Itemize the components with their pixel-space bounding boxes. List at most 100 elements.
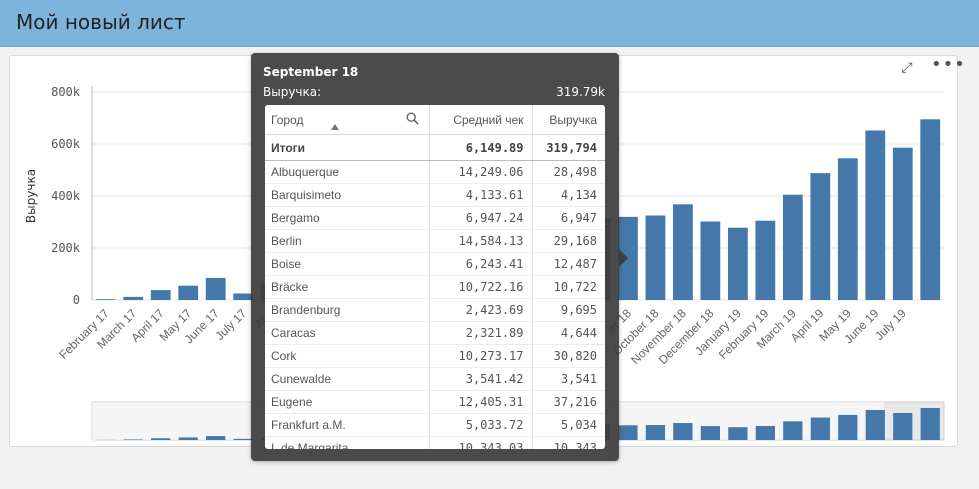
cell-revenue: 37,216 (532, 390, 605, 414)
y-tick-label: 600k (51, 137, 81, 151)
cell-revenue: 29,168 (532, 229, 605, 253)
bar-october-18[interactable] (645, 215, 666, 301)
cell-city: Frankfurt a.M. (265, 413, 430, 437)
navigator-bar (178, 437, 198, 440)
tooltip-measure-value: 319.79k (556, 85, 605, 99)
table-row[interactable]: Boise 6,243.41 12,487 (265, 252, 605, 276)
tooltip-measure-label: Выручка: (263, 85, 322, 99)
table-row[interactable]: Caracas 2,321.89 4,644 (265, 321, 605, 345)
cell-city: Boise (265, 252, 430, 276)
cell-avg-check: 5,033.72 (429, 413, 533, 437)
bar-august-19[interactable] (920, 119, 941, 300)
totals-avg-check: 6,149.89 (429, 134, 533, 161)
navigator-bar (920, 408, 940, 440)
y-tick-label: 200k (51, 241, 81, 255)
totals-revenue: 319,794 (532, 134, 605, 161)
cell-revenue: 4,134 (532, 183, 605, 207)
bar-november-18[interactable] (673, 204, 693, 300)
cell-avg-check: 2,321.89 (429, 321, 533, 345)
bar-june-19[interactable] (865, 130, 886, 300)
table-row[interactable]: Cunewalde 3,541.42 3,541 (265, 367, 605, 391)
bar-may-17[interactable] (178, 285, 199, 300)
cell-city: Brandenburg (265, 298, 430, 322)
table-row[interactable]: Albuquerque 14,249.06 28,498 (265, 160, 605, 184)
bar-january-19[interactable] (727, 227, 748, 300)
y-tick-label: 400k (51, 189, 81, 203)
bar-march-17[interactable] (123, 296, 144, 300)
bar-june-17[interactable] (205, 277, 226, 300)
tooltip-table-container[interactable]: Город Средний чек Выручка Итоги 6,149.89 (265, 105, 605, 449)
column-header-city-label: Город (271, 112, 304, 127)
sort-ascending-icon[interactable] (331, 124, 339, 130)
cell-avg-check: 14,249.06 (429, 160, 533, 184)
chart-tooltip: September 18 Выручка: 319.79k Город Сред… (251, 53, 628, 461)
cell-city: Albuquerque (265, 160, 430, 184)
app-header: Мой новый лист (0, 0, 979, 47)
cell-avg-check: 6,243.41 (429, 252, 533, 276)
table-row[interactable]: Barquisimeto 4,133.61 4,134 (265, 183, 605, 207)
column-header-revenue[interactable]: Выручка (532, 105, 605, 135)
navigator-bar (838, 414, 858, 440)
navigator-bar (865, 409, 885, 440)
table-row[interactable]: Brandenburg 2,423.69 9,695 (265, 298, 605, 322)
cell-avg-check: 10,343.03 (429, 436, 533, 449)
bar-december-18[interactable] (700, 221, 721, 300)
search-icon[interactable] (405, 112, 419, 125)
bar-may-19[interactable] (837, 158, 858, 300)
y-tick-label: 800k (51, 85, 81, 99)
navigator-bar (700, 426, 721, 440)
cell-city: Bräcke (265, 275, 430, 299)
cell-revenue: 12,487 (532, 252, 605, 276)
cell-city: Barquisimeto (265, 183, 430, 207)
cell-revenue: 10,722 (532, 275, 605, 299)
navigator-bar (618, 425, 638, 440)
cell-city: I. de Margarita (265, 436, 430, 449)
column-header-city[interactable]: Город (265, 105, 430, 135)
cell-city: Caracas (265, 321, 430, 345)
bar-july-19[interactable] (892, 147, 913, 300)
table-row[interactable]: Bräcke 10,722.16 10,722 (265, 275, 605, 299)
x-tick-label: July 17 (212, 306, 249, 343)
navigator-bar (151, 438, 171, 440)
cell-city: Cork (265, 344, 430, 368)
cell-avg-check: 2,423.69 (429, 298, 533, 322)
navigator-bar (810, 417, 830, 440)
table-row[interactable]: Berlin 14,584.13 29,168 (265, 229, 605, 253)
y-axis-title: Выручка (24, 169, 38, 223)
bar-april-17[interactable] (150, 290, 171, 300)
totals-label: Итоги (265, 134, 430, 161)
sheet-title: Мой новый лист (16, 10, 186, 34)
bar-february-19[interactable] (755, 220, 776, 300)
navigator-bar (783, 421, 803, 440)
bar-july-17[interactable] (233, 293, 254, 301)
table-row[interactable]: I. de Margarita 10,343.03 10,343 (265, 436, 605, 449)
bar-march-19[interactable] (782, 194, 803, 300)
column-header-avg-check[interactable]: Средний чек (429, 105, 533, 135)
navigator-bar (755, 425, 775, 440)
table-header-row: Город Средний чек Выручка (265, 105, 605, 135)
cell-avg-check: 14,584.13 (429, 229, 533, 253)
bar-february-17[interactable] (95, 299, 116, 300)
bar-april-19[interactable] (810, 173, 831, 300)
more-options-icon[interactable]: ••• (931, 54, 966, 75)
totals-row: Итоги 6,149.89 319,794 (265, 134, 605, 161)
cell-avg-check: 3,541.42 (429, 367, 533, 391)
navigator-bar (645, 425, 666, 440)
cell-city: Bergamo (265, 206, 430, 230)
table-row[interactable]: Bergamo 6,947.24 6,947 (265, 206, 605, 230)
table-row[interactable]: Cork 10,273.17 30,820 (265, 344, 605, 368)
table-row[interactable]: Eugene 12,405.31 37,216 (265, 390, 605, 414)
cell-city: Cunewalde (265, 367, 430, 391)
cell-revenue: 30,820 (532, 344, 605, 368)
expand-icon[interactable]: ⤢ (901, 60, 913, 76)
navigator-bar (673, 423, 693, 440)
cell-revenue: 4,644 (532, 321, 605, 345)
cell-revenue: 5,034 (532, 413, 605, 437)
navigator-bar (233, 438, 253, 440)
cell-avg-check: 12,405.31 (429, 390, 533, 414)
city-table: Город Средний чек Выручка Итоги 6,149.89 (265, 105, 605, 449)
cell-avg-check: 6,947.24 (429, 206, 533, 230)
navigator-bar (123, 439, 143, 440)
table-row[interactable]: Frankfurt a.M. 5,033.72 5,034 (265, 413, 605, 437)
navigator-bar (893, 413, 913, 440)
